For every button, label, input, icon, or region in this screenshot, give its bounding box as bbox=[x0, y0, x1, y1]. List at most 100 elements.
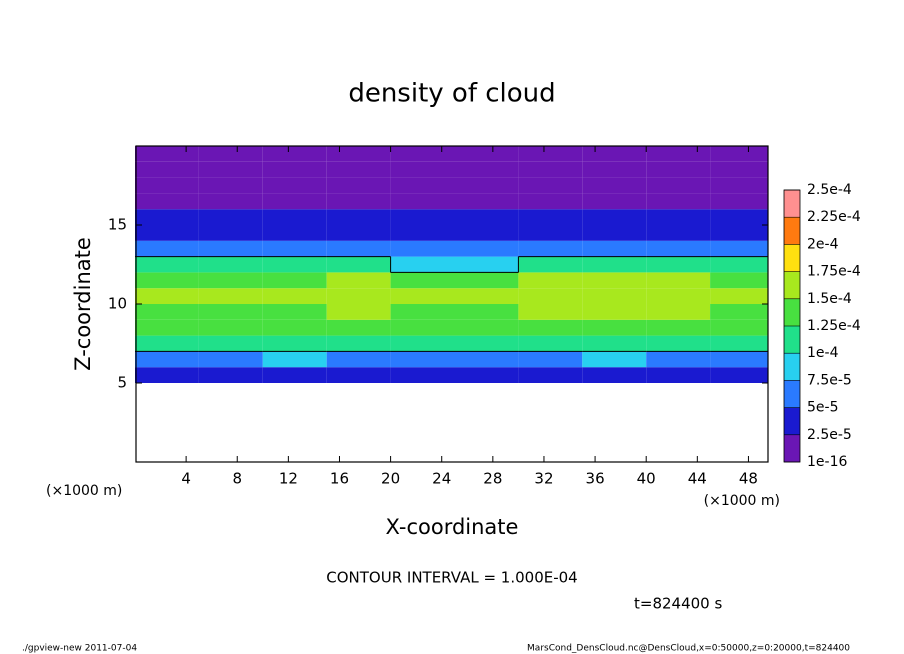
x-tick-label: 28 bbox=[483, 470, 502, 488]
cell bbox=[135, 272, 199, 289]
colorbar-label: 2.5e-5 bbox=[807, 427, 852, 443]
cell bbox=[135, 288, 199, 304]
cell bbox=[326, 225, 391, 241]
footer-left: ./gpview-new 2011-07-04 bbox=[22, 644, 137, 654]
cell bbox=[710, 288, 768, 304]
cell bbox=[390, 272, 455, 289]
cell bbox=[326, 240, 391, 257]
cell bbox=[262, 161, 327, 178]
cell bbox=[518, 304, 583, 320]
cell bbox=[326, 193, 391, 210]
cell bbox=[262, 272, 327, 289]
cell bbox=[710, 304, 768, 320]
colorbar-swatch bbox=[784, 326, 800, 354]
cell bbox=[326, 177, 391, 194]
colorbar-swatch bbox=[784, 244, 800, 272]
cell bbox=[454, 272, 519, 289]
cell bbox=[710, 209, 768, 225]
x-tick-label: 24 bbox=[432, 470, 451, 488]
chart-title: density of cloud bbox=[348, 79, 555, 109]
cell bbox=[198, 335, 263, 352]
cell bbox=[135, 256, 199, 273]
cell bbox=[710, 193, 768, 210]
x-unit: (×1000 m) bbox=[704, 493, 780, 509]
cell bbox=[646, 225, 711, 241]
x-tick-label: 4 bbox=[181, 470, 191, 488]
x-tick-label: 20 bbox=[381, 470, 400, 488]
cell bbox=[582, 288, 647, 304]
cell bbox=[326, 319, 391, 336]
cell bbox=[326, 304, 391, 320]
cell bbox=[198, 225, 263, 241]
cell bbox=[518, 161, 583, 178]
colorbar-swatch bbox=[784, 353, 800, 381]
cell bbox=[646, 304, 711, 320]
cell bbox=[262, 304, 327, 320]
cell bbox=[135, 367, 199, 383]
cell bbox=[262, 193, 327, 210]
cell bbox=[646, 161, 711, 178]
cell bbox=[262, 177, 327, 194]
cell bbox=[518, 288, 583, 304]
cell bbox=[390, 351, 455, 368]
cell bbox=[646, 256, 711, 273]
cell bbox=[262, 335, 327, 352]
cell bbox=[198, 319, 263, 336]
cell bbox=[646, 177, 711, 194]
cell bbox=[518, 319, 583, 336]
cell bbox=[710, 272, 768, 289]
cell bbox=[262, 319, 327, 336]
cell bbox=[198, 240, 263, 257]
colorbar-label: 1.25e-4 bbox=[807, 318, 861, 334]
contour-interval: CONTOUR INTERVAL = 1.000E-04 bbox=[326, 569, 577, 587]
cell bbox=[454, 177, 519, 194]
cell bbox=[326, 209, 391, 225]
cell bbox=[135, 240, 199, 257]
cell bbox=[518, 177, 583, 194]
cell bbox=[326, 335, 391, 352]
cell bbox=[326, 288, 391, 304]
footer-right: MarsCond_DensCloud.nc@DensCloud,x=0:5000… bbox=[527, 644, 850, 654]
cell bbox=[390, 193, 455, 210]
y-tick-label: 5 bbox=[117, 374, 127, 392]
colorbar-swatch bbox=[784, 298, 800, 326]
cell bbox=[454, 209, 519, 225]
cell bbox=[582, 335, 647, 352]
colorbar-swatch bbox=[784, 271, 800, 299]
cell bbox=[135, 225, 199, 241]
cell bbox=[646, 240, 711, 257]
cell bbox=[582, 272, 647, 289]
colorbar-frame bbox=[783, 189, 801, 463]
cell bbox=[198, 146, 263, 162]
x-tick-label: 32 bbox=[534, 470, 553, 488]
cell bbox=[390, 304, 455, 320]
cell bbox=[390, 225, 455, 241]
cell bbox=[454, 304, 519, 320]
cell bbox=[646, 351, 711, 368]
x-axis-label: X-coordinate bbox=[386, 515, 519, 539]
cell bbox=[710, 240, 768, 257]
cell bbox=[454, 288, 519, 304]
y-axis-label: Z-coordinate bbox=[71, 237, 95, 371]
cell bbox=[198, 288, 263, 304]
cell bbox=[518, 193, 583, 210]
cell bbox=[135, 161, 199, 178]
cell bbox=[582, 256, 647, 273]
cell bbox=[390, 367, 455, 383]
colorbar-label: 2e-4 bbox=[807, 236, 839, 252]
cell bbox=[710, 256, 768, 273]
cell bbox=[198, 193, 263, 210]
cell bbox=[326, 367, 391, 383]
cell bbox=[646, 272, 711, 289]
colorbar-label: 1.75e-4 bbox=[807, 264, 861, 280]
cell bbox=[646, 367, 711, 383]
cell bbox=[454, 146, 519, 162]
cell bbox=[454, 319, 519, 336]
cell bbox=[710, 367, 768, 383]
cell bbox=[454, 335, 519, 352]
cell bbox=[518, 209, 583, 225]
cell bbox=[326, 161, 391, 178]
cell bbox=[326, 351, 391, 368]
